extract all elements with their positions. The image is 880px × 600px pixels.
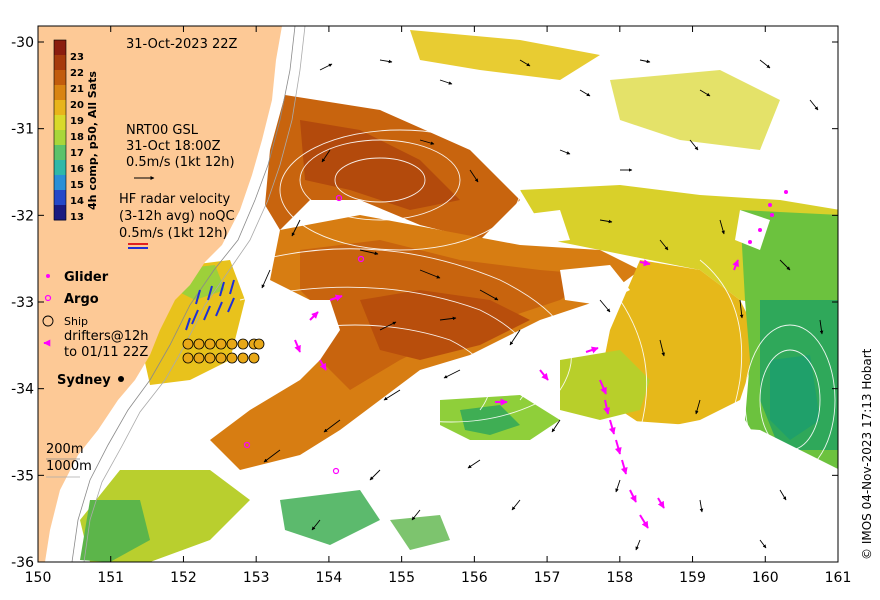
colorbar-segment bbox=[54, 130, 66, 146]
argo-label: Argo bbox=[64, 292, 99, 307]
bathymetry-200m bbox=[71, 26, 296, 562]
colorbar-segment bbox=[54, 100, 66, 116]
colorbar-segment bbox=[54, 85, 66, 101]
x-tick-label: 159 bbox=[679, 570, 706, 586]
colorbar-segment bbox=[54, 70, 66, 86]
x-tick-label: 153 bbox=[243, 570, 270, 586]
colorbar-tick-label: 23 bbox=[70, 52, 84, 63]
hf-title: HF radar velocity bbox=[119, 192, 231, 207]
x-tick-label: 151 bbox=[97, 570, 124, 586]
timestamp: 31-Oct-2023 22Z bbox=[126, 37, 238, 52]
gsl-scale: 0.5m/s (1kt 12h) bbox=[126, 155, 235, 170]
y-tick-label: -34 bbox=[11, 382, 34, 398]
colorbar-title: 4h comp, p50, All Sats bbox=[86, 71, 99, 210]
hf-radar-arrows bbox=[185, 279, 235, 331]
australia-land bbox=[38, 26, 282, 562]
ship-markers bbox=[182, 338, 265, 364]
x-tick-label: 150 bbox=[25, 570, 52, 586]
colorbar-tick-label: 15 bbox=[70, 180, 84, 191]
colorbar-segment bbox=[54, 145, 66, 161]
colorbar-tick-label: 17 bbox=[70, 148, 84, 159]
gsl-velocity-arrows bbox=[261, 59, 824, 551]
ship-legend-icon bbox=[42, 315, 54, 327]
city-label-sydney: Sydney bbox=[57, 373, 111, 388]
city-marker-sydney bbox=[118, 376, 124, 382]
drifters-label-2: to 01/11 22Z bbox=[64, 345, 148, 360]
x-axis: 150 151 152 153 154 155 156 157 158 159 160 161 bbox=[25, 26, 852, 586]
x-tick-label: 160 bbox=[752, 570, 779, 586]
colorbar-segment bbox=[54, 40, 66, 56]
plot-frame bbox=[37, 25, 839, 563]
ship-label: Ship bbox=[64, 315, 88, 328]
hf-avg: (3-12h avg) noQC bbox=[119, 209, 235, 224]
colorbar-tick-label: 14 bbox=[70, 196, 84, 207]
colorbar-tick-label: 22 bbox=[70, 68, 84, 79]
y-axis: -30 -31 -32 -33 -34 -35 -36 bbox=[11, 35, 838, 571]
colorbar-segment bbox=[54, 55, 66, 71]
colorbar-tick-label: 13 bbox=[70, 212, 84, 223]
y-tick-label: -30 bbox=[11, 35, 34, 51]
depth-1000m-label: 1000m bbox=[46, 459, 92, 474]
argo-legend-icon bbox=[44, 294, 52, 302]
colorbar-segment bbox=[54, 175, 66, 191]
colorbar: 23 22 21 20 19 18 17 16 15 14 13 4h comp, p50, All… bbox=[53, 39, 99, 223]
sst-field bbox=[80, 30, 838, 562]
glider-legend-icon bbox=[46, 274, 50, 278]
drifter-tracks bbox=[294, 259, 739, 529]
glider-markers bbox=[748, 190, 788, 244]
colorbar-segment bbox=[54, 160, 66, 176]
glider-label: Glider bbox=[64, 270, 109, 285]
bathymetry-1000m bbox=[83, 26, 306, 562]
x-tick-label: 155 bbox=[388, 570, 415, 586]
y-tick-label: -35 bbox=[11, 468, 34, 484]
depth-200m-label: 200m bbox=[46, 442, 83, 457]
colorbar-tick-label: 20 bbox=[70, 100, 84, 111]
gsl-time: 31-Oct 18:00Z bbox=[126, 139, 221, 154]
y-tick-label: -33 bbox=[11, 295, 34, 311]
colorbar-tick-label: 16 bbox=[70, 164, 84, 175]
x-tick-label: 158 bbox=[606, 570, 633, 586]
ssh-contours bbox=[239, 129, 836, 476]
credit-text: © IMOS 04-Nov-2023 17:13 Hobart bbox=[860, 348, 874, 560]
argo-markers bbox=[243, 194, 365, 475]
x-tick-label: 156 bbox=[461, 570, 488, 586]
x-tick-label: 161 bbox=[825, 570, 852, 586]
colorbar-tick-label: 21 bbox=[70, 84, 84, 95]
colorbar-tick-label: 18 bbox=[70, 132, 84, 143]
gsl-title: NRT00 GSL bbox=[126, 123, 199, 138]
colorbar-segment bbox=[54, 205, 66, 221]
hf-scale: 0.5m/s (1kt 12h) bbox=[119, 226, 228, 241]
x-tick-label: 152 bbox=[170, 570, 197, 586]
x-tick-label: 157 bbox=[534, 570, 561, 586]
x-tick-label: 154 bbox=[316, 570, 343, 586]
y-tick-label: -32 bbox=[11, 208, 34, 224]
colorbar-segment bbox=[54, 115, 66, 131]
drifters-label-1: drifters@12h bbox=[64, 329, 149, 344]
y-tick-label: -31 bbox=[11, 122, 34, 138]
colorbar-tick-label: 19 bbox=[70, 116, 84, 127]
y-tick-label: -36 bbox=[11, 555, 34, 571]
colorbar-segment bbox=[54, 190, 66, 206]
